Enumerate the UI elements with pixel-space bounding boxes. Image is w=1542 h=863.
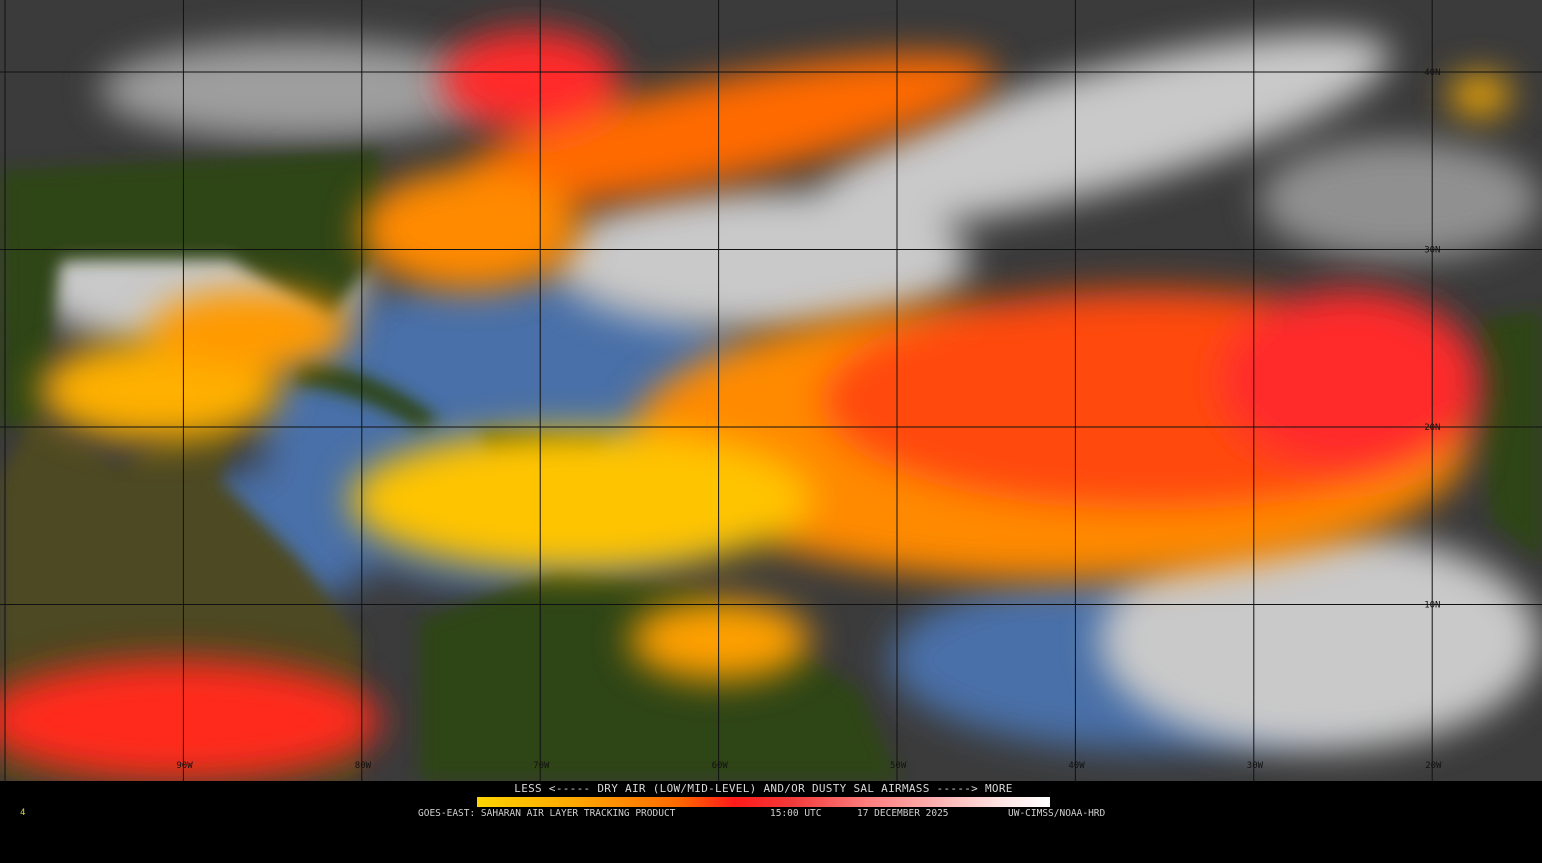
cloud-layer bbox=[30, 33, 1540, 750]
credit-label: UW-CIMSS/NOAA-HRD bbox=[1008, 808, 1106, 819]
satellite-map: 90W 80W 70W 60W 50W 40W 30W 20W 40N 30N 20N 10N bbox=[0, 0, 1542, 781]
latitude-label: 30N bbox=[1424, 246, 1440, 256]
longitude-label: 70W bbox=[533, 761, 550, 771]
latitude-label: 40N bbox=[1424, 68, 1440, 78]
longitude-label: 40W bbox=[1068, 761, 1085, 771]
longitude-label: 20W bbox=[1425, 761, 1442, 771]
longitude-label: 50W bbox=[890, 761, 907, 771]
legend-colorbar bbox=[477, 797, 1050, 807]
longitude-label: 80W bbox=[355, 761, 372, 771]
date-label: 17 DECEMBER 2025 bbox=[857, 808, 949, 819]
frame-number: 4 bbox=[20, 808, 26, 818]
latitude-label: 20N bbox=[1424, 423, 1440, 433]
longitude-label: 30W bbox=[1247, 761, 1264, 771]
product-name: GOES-EAST: SAHARAN AIR LAYER TRACKING PR… bbox=[418, 808, 676, 819]
footer-line: GOES-EAST: SAHARAN AIR LAYER TRACKING PR… bbox=[0, 808, 1542, 820]
latitude-label: 10N bbox=[1424, 601, 1440, 611]
time-label: 15:00 UTC bbox=[770, 808, 822, 819]
longitude-label: 90W bbox=[176, 761, 193, 771]
longitude-label: 60W bbox=[712, 761, 729, 771]
sal-dry-air-layer bbox=[0, 30, 1510, 780]
legend-title: LESS <----- DRY AIR (LOW/MID-LEVEL) AND/… bbox=[514, 782, 1013, 795]
lat-lon-grid: 90W 80W 70W 60W 50W 40W 30W 20W 40N 30N 20N 10N bbox=[0, 0, 1542, 781]
